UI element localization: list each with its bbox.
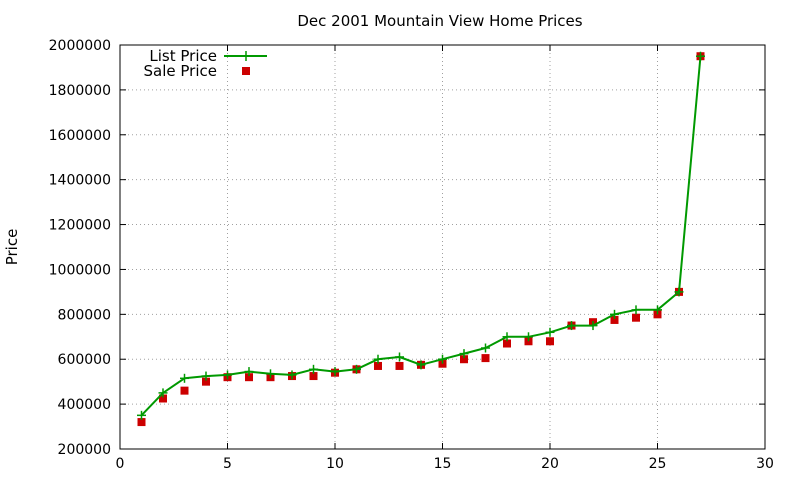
list-price-point: [696, 51, 705, 61]
list-price-point: [395, 352, 404, 362]
list-price-point: [287, 370, 297, 380]
legend: List Price Sale Price: [144, 47, 267, 80]
list-price-point: [223, 370, 232, 380]
list-price-point: [330, 367, 340, 377]
list-price-point: [309, 364, 318, 374]
legend-marker-sale-price: [242, 67, 250, 75]
list-price-point: [502, 332, 512, 342]
list-price-point: [180, 373, 189, 383]
sale-price-point: [503, 339, 511, 348]
grid: [120, 45, 765, 449]
y-tick-label: 400000: [58, 397, 111, 413]
x-tick-label: 5: [223, 456, 232, 472]
sale-price-point: [180, 386, 189, 395]
list-price-point: [459, 349, 469, 359]
x-tick-label: 10: [326, 456, 344, 472]
sale-price-point: [245, 373, 253, 382]
y-tick-label: 1400000: [49, 173, 111, 189]
sale-price-point: [632, 313, 640, 322]
y-tick-label: 1800000: [49, 83, 111, 99]
y-tick-label: 2000000: [49, 38, 111, 54]
list-price-point: [631, 305, 641, 315]
list-price-point: [416, 360, 426, 370]
ticks: 0 5 10 15 20 25 30 200000 400000 600000 800000 1000…: [49, 38, 774, 472]
sale-price-point: [309, 372, 318, 381]
series-layer: [137, 51, 705, 427]
list-price-point: [567, 321, 576, 331]
list-price-point: [158, 388, 168, 398]
x-tick-label: 15: [434, 456, 452, 472]
list-price-point: [373, 354, 383, 364]
list-price-point: [545, 327, 555, 337]
list-price-point: [610, 309, 619, 319]
legend-label-sale-price: Sale Price: [144, 62, 217, 80]
y-tick-label: 1600000: [49, 128, 111, 144]
y-tick-label: 1000000: [49, 262, 111, 278]
list-price-point: [438, 354, 447, 364]
list-price-point: [352, 364, 361, 374]
list-price-point: [266, 369, 275, 379]
list-price-point: [524, 332, 533, 342]
list-price-point: [674, 287, 684, 297]
x-tick-label: 0: [116, 456, 125, 472]
sale-price-point: [395, 361, 404, 370]
list-price-point: [201, 371, 211, 381]
list-price-point: [653, 305, 662, 315]
sale-price-point: [137, 418, 146, 427]
list-price-point: [244, 367, 254, 377]
y-tick-label: 600000: [58, 352, 111, 368]
chart-title: Dec 2001 Mountain View Home Prices: [297, 12, 582, 30]
x-tick-label: 25: [649, 456, 667, 472]
list-price-point: [137, 410, 146, 420]
y-tick-label: 1200000: [49, 218, 111, 234]
sale-price-point: [460, 355, 468, 364]
sale-price-point: [610, 315, 619, 324]
list-price-point: [588, 321, 598, 331]
y-tick-label: 200000: [58, 442, 111, 458]
x-tick-label: 30: [756, 456, 774, 472]
sale-price-point: [159, 394, 167, 403]
sale-price-point: [546, 337, 554, 346]
sale-price-point: [481, 354, 490, 363]
y-axis-label: Price: [3, 229, 21, 266]
legend-label-list-price: List Price: [149, 47, 217, 65]
x-tick-label: 20: [541, 456, 559, 472]
sale-price-point: [374, 361, 382, 370]
y-tick-label: 800000: [58, 307, 111, 323]
list-price-point: [481, 343, 490, 353]
legend-marker-list-price: [241, 51, 251, 61]
sale-price-point: [202, 377, 210, 386]
